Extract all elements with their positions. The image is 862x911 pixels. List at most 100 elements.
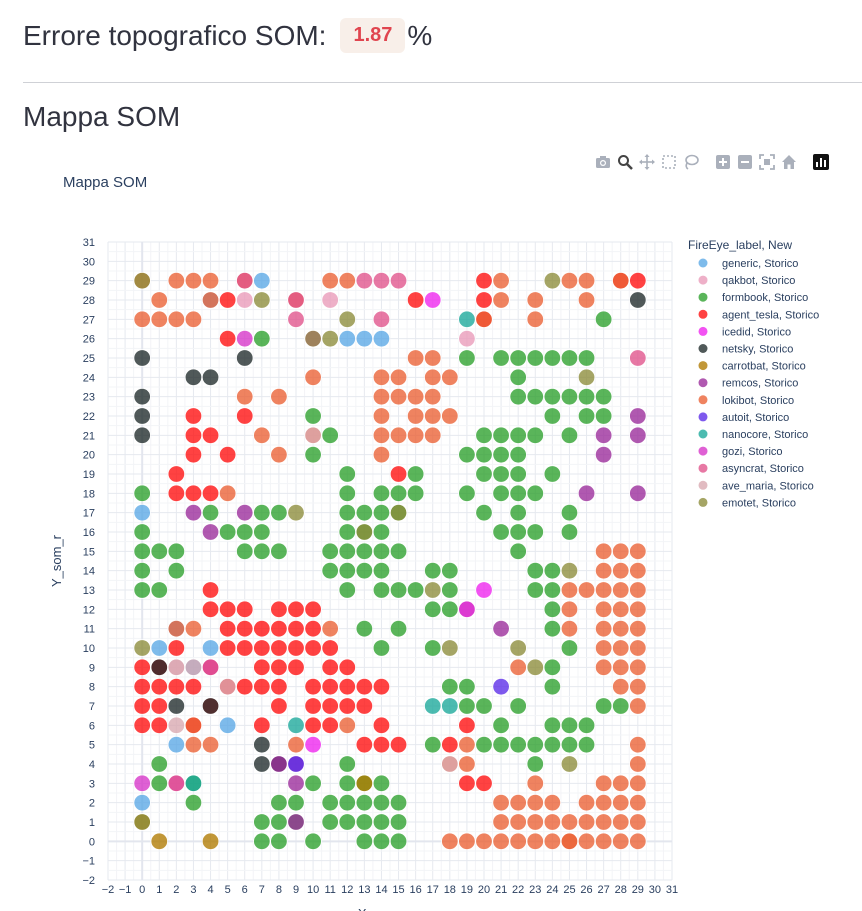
box-select-icon[interactable] bbox=[660, 153, 678, 171]
scatter-point bbox=[133, 349, 151, 367]
scatter-point bbox=[338, 658, 356, 677]
scatter-point bbox=[577, 387, 596, 406]
scatter-point bbox=[167, 774, 186, 793]
scatter-point bbox=[355, 697, 374, 715]
scatter-point bbox=[372, 793, 391, 812]
scatter-point bbox=[492, 735, 510, 754]
autoscale-icon[interactable] bbox=[758, 153, 776, 171]
y-tick-label: 21 bbox=[83, 430, 95, 442]
scatter-point bbox=[629, 407, 647, 425]
lasso-icon[interactable] bbox=[682, 153, 700, 171]
reset-axes-icon[interactable] bbox=[780, 153, 798, 171]
legend-item-label: generic, Storico bbox=[722, 258, 798, 270]
zoom-out-icon[interactable] bbox=[736, 153, 754, 171]
scatter-point bbox=[577, 407, 596, 425]
scatter-point bbox=[475, 291, 493, 309]
scatter-point bbox=[133, 542, 151, 561]
legend-item-label: asyncrat, Storico bbox=[722, 463, 804, 475]
scatter-point bbox=[458, 697, 476, 715]
scatter-point bbox=[406, 484, 425, 503]
zoom-in-icon[interactable] bbox=[714, 153, 732, 171]
scatter-point bbox=[372, 387, 391, 406]
x-tick-label: 14 bbox=[375, 884, 387, 896]
scatter-point bbox=[184, 677, 203, 696]
scatter-point bbox=[133, 484, 151, 503]
scatter-point bbox=[424, 368, 442, 387]
x-tick-label: 7 bbox=[259, 884, 265, 896]
x-tick-label: 20 bbox=[478, 884, 490, 896]
scatter-point bbox=[372, 407, 391, 425]
scatter-point bbox=[526, 813, 544, 831]
x-tick-label: 24 bbox=[546, 884, 558, 896]
scatter-point bbox=[338, 465, 356, 483]
x-tick-label: −1 bbox=[119, 884, 132, 896]
scatter-point bbox=[475, 465, 493, 483]
scatter-point bbox=[253, 639, 271, 657]
scatter-point bbox=[236, 291, 254, 309]
scatter-point bbox=[509, 349, 527, 367]
scatter-point bbox=[150, 716, 168, 735]
scatter-point bbox=[509, 503, 527, 522]
y-tick-label: −1 bbox=[82, 856, 95, 868]
scatter-point bbox=[355, 813, 374, 831]
scatter-point bbox=[287, 619, 305, 638]
scatter-point bbox=[338, 813, 356, 831]
scatter-point bbox=[475, 774, 493, 793]
zoom-icon[interactable] bbox=[616, 153, 634, 171]
scatter-point bbox=[184, 735, 203, 754]
scatter-point bbox=[441, 832, 459, 851]
camera-icon[interactable] bbox=[594, 153, 612, 171]
x-tick-label: 8 bbox=[276, 884, 282, 896]
y-tick-label: 6 bbox=[89, 720, 95, 732]
scatter-point bbox=[167, 677, 186, 696]
scatter-point bbox=[184, 368, 203, 387]
scatter-point bbox=[526, 291, 544, 309]
scatter-point bbox=[304, 677, 322, 696]
x-tick-label: 16 bbox=[410, 884, 422, 896]
scatter-point bbox=[406, 407, 425, 425]
scatter-point bbox=[236, 503, 254, 522]
scatter-point bbox=[133, 407, 151, 425]
x-tick-label: 3 bbox=[190, 884, 196, 896]
scatter-point bbox=[321, 619, 339, 638]
scatter-point bbox=[304, 716, 322, 735]
y-tick-label: 3 bbox=[89, 778, 95, 790]
legend-title: FireEye_label, New bbox=[688, 238, 792, 252]
scatter-point bbox=[372, 774, 391, 793]
scatter-point bbox=[133, 658, 151, 677]
scatter-point bbox=[406, 387, 425, 406]
legend-item-label: autoit, Storico bbox=[722, 412, 789, 424]
scatter-point bbox=[441, 561, 459, 580]
legend-marker bbox=[698, 497, 708, 507]
legend-item-label: qakbot, Storico bbox=[722, 275, 795, 287]
scatter-point bbox=[133, 310, 151, 329]
scatter-point bbox=[629, 658, 647, 677]
scatter-point bbox=[150, 755, 168, 773]
scatter-point bbox=[492, 677, 510, 696]
scatter-point bbox=[338, 774, 356, 793]
scatter-point bbox=[253, 271, 271, 290]
scatter-point bbox=[270, 813, 288, 831]
scatter-point bbox=[150, 542, 168, 561]
x-axis-title: X_som_c bbox=[358, 906, 413, 911]
plotly-logo-icon[interactable] bbox=[812, 153, 830, 171]
scatter-point bbox=[492, 271, 510, 290]
y-tick-label: 30 bbox=[83, 256, 95, 268]
scatter-point bbox=[338, 581, 356, 599]
legend-item-label: icedid, Storico bbox=[722, 326, 791, 338]
scatter-point bbox=[304, 774, 322, 793]
x-tick-label: 6 bbox=[242, 884, 248, 896]
legend-item-label: lokibot, Storico bbox=[722, 395, 794, 407]
scatter-point bbox=[594, 426, 613, 445]
pan-icon[interactable] bbox=[638, 153, 656, 171]
scatter-point bbox=[270, 658, 288, 677]
scatter-point bbox=[612, 581, 630, 599]
y-tick-label: 17 bbox=[83, 508, 95, 520]
scatter-point bbox=[218, 445, 237, 464]
scatter-point bbox=[629, 697, 647, 715]
scatter-point bbox=[629, 774, 647, 793]
scatter-point bbox=[594, 639, 613, 657]
metric-value-badge: 1.87 bbox=[340, 18, 406, 53]
scatter-point bbox=[509, 542, 527, 561]
